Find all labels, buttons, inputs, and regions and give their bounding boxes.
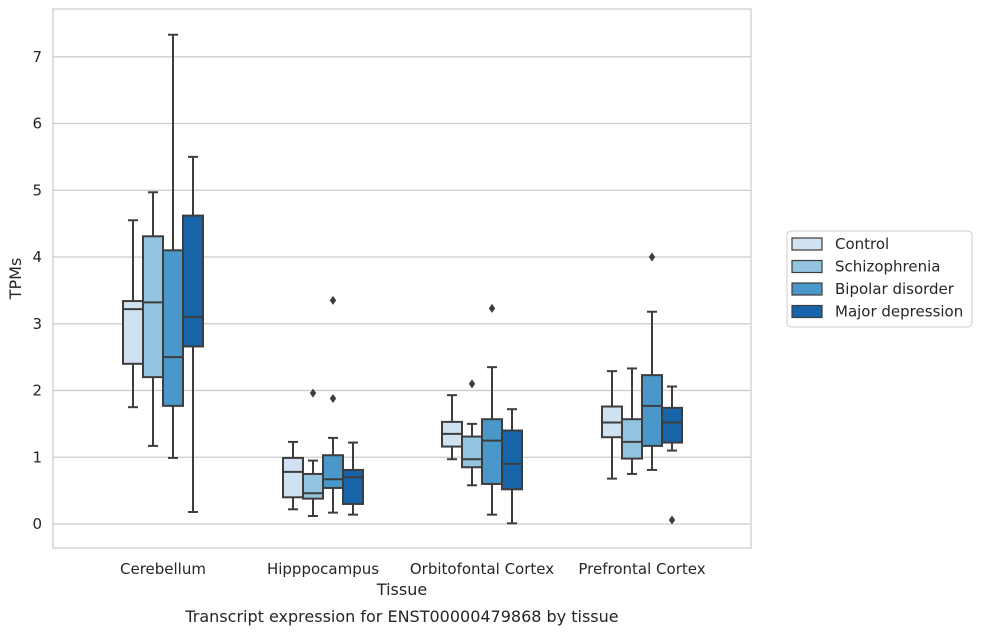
y-tick-label-4: 4 — [32, 248, 42, 266]
box-major-depression-0 — [182, 155, 204, 513]
x-tick-label-prefrontal-cortex: Prefrontal Cortex — [578, 560, 705, 578]
box-bipolar-disorder-3 — [641, 252, 663, 471]
legend: Control Schizophrenia Bipolar disorder Majo… — [786, 230, 973, 328]
y-axis-title: TPMs — [6, 258, 25, 301]
legend-swatch-control — [791, 237, 823, 251]
box-major-depression-1 — [342, 441, 364, 516]
y-tick-label-2: 2 — [32, 382, 42, 400]
y-tick-label-7: 7 — [32, 48, 42, 66]
box-body — [122, 300, 144, 365]
box-body — [302, 472, 324, 500]
figure-caption: Transcript expression for ENST0000047986… — [184, 607, 618, 626]
legend-label-major-depression: Major depression — [835, 303, 963, 321]
box-schizophrenia-3 — [621, 367, 643, 475]
box-body — [501, 429, 523, 491]
outlier-point — [648, 252, 656, 262]
y-tick-label-5: 5 — [32, 181, 42, 199]
legend-swatch-schizophrenia — [791, 259, 823, 274]
legend-label-bipolar-disorder: Bipolar disorder — [835, 280, 955, 298]
x-tick-label-orbitofontal-cortex: Orbitofontal Cortex — [410, 560, 554, 578]
outlier-point — [668, 515, 676, 525]
legend-swatch-bipolar-disorder — [791, 282, 823, 296]
box-body — [342, 468, 364, 505]
box-body — [641, 374, 663, 447]
box-control-0 — [122, 219, 144, 409]
plot-area-frame — [52, 8, 752, 549]
box-body — [461, 435, 483, 469]
y-tick-label-0: 0 — [32, 515, 42, 533]
box-bipolar-disorder-1 — [322, 295, 344, 514]
box-body — [661, 406, 683, 444]
legend-label-schizophrenia: Schizophrenia — [835, 258, 940, 276]
box-control-1 — [282, 440, 304, 511]
box-schizophrenia-0 — [142, 191, 164, 447]
box-schizophrenia-1 — [302, 388, 324, 517]
box-body — [282, 456, 304, 499]
box-series-layer — [122, 33, 683, 525]
box-bipolar-disorder-0 — [162, 33, 184, 459]
box-body — [322, 454, 344, 489]
box-major-depression-3 — [661, 385, 683, 525]
y-axis-tick-labels: 0 1 2 3 4 5 6 7 — [32, 48, 42, 533]
box-body — [142, 235, 164, 379]
legend-label-control: Control — [835, 235, 889, 253]
outlier-point — [329, 394, 337, 404]
box-schizophrenia-2 — [461, 379, 483, 487]
box-body — [182, 214, 204, 348]
box-major-depression-2 — [501, 408, 523, 525]
box-body — [621, 418, 643, 460]
legend-frame — [786, 230, 973, 328]
x-tick-label-hipppocampus: Hipppocampus — [267, 560, 379, 578]
box-body — [481, 418, 503, 485]
outlier-point — [488, 303, 496, 313]
box-bipolar-disorder-2 — [481, 303, 503, 516]
box-body — [162, 249, 184, 407]
box-control-2 — [441, 394, 463, 461]
x-axis-title: Tissue — [376, 580, 427, 599]
x-tick-label-cerebellum: Cerebellum — [120, 560, 206, 578]
y-tick-label-1: 1 — [32, 448, 42, 466]
box-control-3 — [601, 370, 623, 480]
outlier-point — [329, 295, 337, 305]
outlier-point — [468, 379, 476, 389]
x-axis-tick-labels: Cerebellum Hipppocampus Orbitofontal Corte… — [120, 560, 706, 578]
y-tick-label-3: 3 — [32, 315, 42, 333]
y-tick-label-6: 6 — [32, 115, 42, 133]
outlier-point — [309, 388, 317, 398]
legend-swatch-major-depression — [791, 304, 823, 319]
